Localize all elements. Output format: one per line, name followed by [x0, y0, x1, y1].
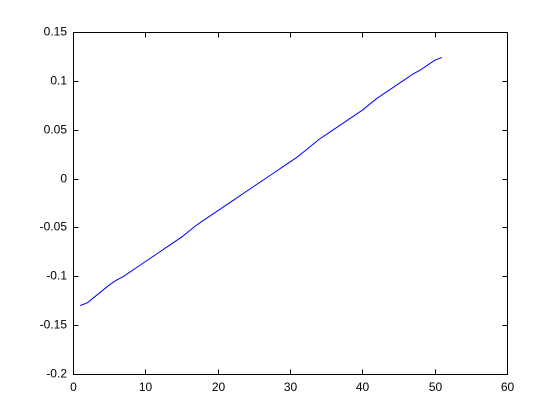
- x-tick-label: 60: [501, 380, 515, 394]
- y-tick-label: -0.05: [40, 220, 68, 234]
- y-tick-label: -0.2: [46, 367, 67, 381]
- y-axis-ticks: -0.2 -0.15 -0.1 -0.05 0 0.05 0.1 0.15: [40, 25, 508, 381]
- x-tick-label: 20: [212, 380, 226, 394]
- y-tick-label: -0.1: [46, 269, 67, 283]
- series-lines: [80, 56, 443, 307]
- plot-area: [73, 32, 508, 375]
- y-tick-label: 0.1: [50, 74, 67, 88]
- y-tick-label: 0.05: [44, 123, 68, 137]
- y-tick-label: 0.15: [44, 25, 68, 39]
- x-tick-label: 50: [429, 380, 443, 394]
- series-line-1: [80, 56, 443, 307]
- x-axis-ticks: 0 10 20 30 40 50 60: [70, 32, 515, 394]
- x-tick-label: 10: [139, 380, 153, 394]
- x-tick-label: 0: [70, 380, 77, 394]
- y-tick-label: 0: [60, 172, 67, 186]
- x-tick-label: 30: [284, 380, 298, 394]
- x-tick-label: 40: [356, 380, 370, 394]
- y-tick-label: -0.15: [40, 318, 68, 332]
